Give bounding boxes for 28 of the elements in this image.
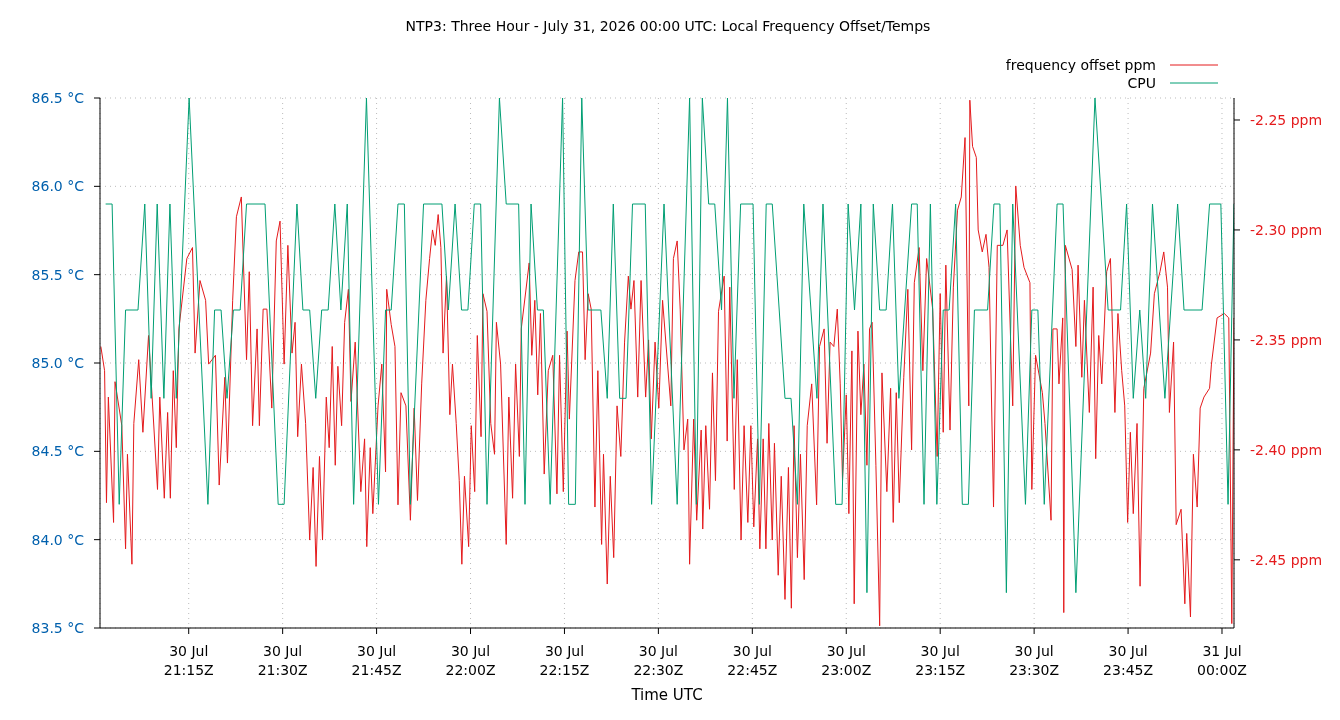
x-tick-label: 30 Jul 21:45Z [351,643,402,678]
x-tick-label: 30 Jul 23:30Z [1009,643,1060,678]
x-tick-label: 30 Jul 23:15Z [915,643,966,678]
y-tick-label: 84.0 °C [31,531,85,548]
x-tick-label: 30 Jul 23:00Z [821,643,872,678]
legend-label: CPU [1127,74,1156,92]
y2-tick-label: -2.35 ppm [1250,331,1323,348]
x-tick-label: 30 Jul 23:45Z [1103,643,1154,678]
x-tick-label: 30 Jul 22:15Z [539,643,590,678]
x-axis-title: Time UTC [630,686,703,704]
x-tick-label: 30 Jul 22:00Z [445,643,496,678]
y2-tick-label: -2.25 ppm [1250,111,1323,128]
x-tick-label: 30 Jul 22:45Z [727,643,778,678]
y2-tick-label: -2.45 ppm [1250,551,1323,568]
x-tick-label: 30 Jul 21:15Z [163,643,214,678]
x-tick-label: 31 Jul 00:00Z [1197,643,1247,678]
chart-title: NTP3: Three Hour - July 31, 2026 00:00 UTC: Local Frequency Offset/Temps [404,18,932,34]
x-tick-label: 30 Jul 22:30Z [633,643,684,678]
y-tick-label: 85.0 °C [31,355,85,371]
y-tick-label: 83.5 °C [31,620,85,636]
y2-tick-label: -2.30 ppm [1250,221,1323,238]
y-tick-label: 86.0 °C [31,178,85,195]
y-tick-label: 84.5 °C [31,443,85,460]
y-tick-label: 86.5 °C [31,90,85,106]
legend-label: frequency offset ppm [1005,56,1156,74]
y2-tick-label: -2.40 ppm [1250,441,1323,458]
y-tick-label: 85.5 °C [31,266,85,283]
x-tick-label: 30 Jul 21:30Z [257,643,308,678]
